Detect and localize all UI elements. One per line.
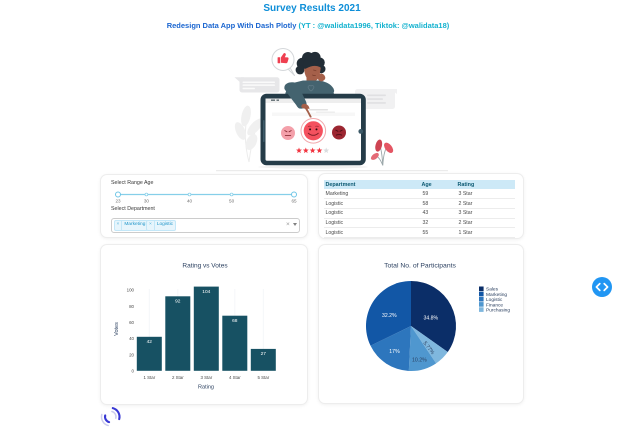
svg-text:50: 50 <box>229 199 235 204</box>
svg-text:27: 27 <box>261 351 267 357</box>
svg-text:40: 40 <box>129 336 134 341</box>
svg-text:60: 60 <box>129 320 134 325</box>
svg-text:65: 65 <box>291 199 297 204</box>
svg-text:Purchasing: Purchasing <box>486 308 510 314</box>
svg-text:2 Star: 2 Star <box>172 375 184 380</box>
svg-text:Logistic: Logistic <box>486 297 503 303</box>
svg-text:3 Star: 3 Star <box>200 375 212 380</box>
svg-text:100: 100 <box>127 288 135 293</box>
svg-text:10.2%: 10.2% <box>412 358 427 364</box>
svg-text:Total No. of Participants: Total No. of Participants <box>384 262 456 269</box>
svg-text:1 Star: 1 Star <box>143 375 155 380</box>
svg-text:Rating vs Votes: Rating vs Votes <box>182 262 228 269</box>
svg-text:80: 80 <box>129 304 134 309</box>
svg-text:30: 30 <box>144 199 150 204</box>
svg-text:Votes: Votes <box>114 322 120 336</box>
svg-text:68: 68 <box>232 318 238 324</box>
svg-text:17%: 17% <box>389 349 400 355</box>
svg-text:32.2%: 32.2% <box>382 313 397 319</box>
svg-text:Finance: Finance <box>486 302 503 308</box>
svg-text:0: 0 <box>132 369 135 374</box>
svg-text:Rating: Rating <box>198 385 214 391</box>
svg-text:104: 104 <box>202 289 210 295</box>
svg-text:Sales: Sales <box>486 287 499 293</box>
svg-text:42: 42 <box>147 339 153 345</box>
svg-text:40: 40 <box>187 199 193 204</box>
svg-text:20: 20 <box>129 352 134 357</box>
svg-text:23: 23 <box>115 199 121 204</box>
svg-text:5 Star: 5 Star <box>257 375 269 380</box>
svg-text:92: 92 <box>175 299 181 305</box>
svg-text:34.8%: 34.8% <box>423 316 438 322</box>
svg-text:Marketing: Marketing <box>486 292 507 298</box>
svg-text:4 Star: 4 Star <box>229 375 241 380</box>
